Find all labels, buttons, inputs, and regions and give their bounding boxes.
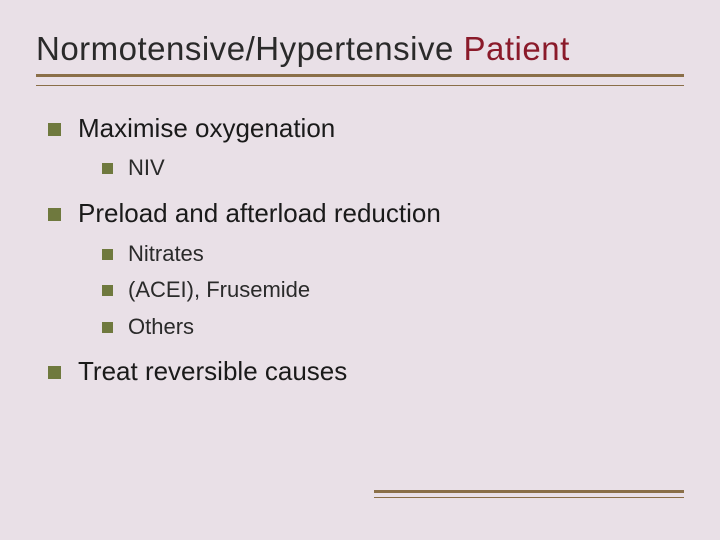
list-item: Treat reversible causes: [42, 355, 684, 388]
sub-list: Nitrates (ACEI), Frusemide Others: [98, 240, 684, 342]
list-item-label: Treat reversible causes: [78, 356, 347, 386]
title-main: Normotensive/Hypertensive: [36, 30, 454, 67]
slide: Normotensive/Hypertensive Patient Maximi…: [0, 0, 720, 540]
slide-title: Normotensive/Hypertensive Patient: [36, 30, 684, 68]
sub-list-item-label: Others: [128, 314, 194, 339]
sub-list-item-label: Nitrates: [128, 241, 204, 266]
list-item: Preload and afterload reduction Nitrates…: [42, 197, 684, 341]
list-item: Maximise oxygenation NIV: [42, 112, 684, 183]
list-item-label: Maximise oxygenation: [78, 113, 335, 143]
bullet-list: Maximise oxygenation NIV Preload and aft…: [42, 112, 684, 388]
sub-list-item: NIV: [98, 154, 684, 183]
footer-rule-thin: [374, 497, 684, 498]
sub-list-item: (ACEI), Frusemide: [98, 276, 684, 305]
sub-list-item: Others: [98, 313, 684, 342]
title-rule-thick: [36, 74, 684, 77]
sub-list-item: Nitrates: [98, 240, 684, 269]
footer-rule: [374, 490, 684, 498]
title-accent: Patient: [464, 30, 570, 67]
sub-list-item-label: (ACEI), Frusemide: [128, 277, 310, 302]
sub-list-item-label: NIV: [128, 155, 165, 180]
title-rule-thin: [36, 85, 684, 86]
footer-rule-thick: [374, 490, 684, 493]
list-item-label: Preload and afterload reduction: [78, 198, 441, 228]
sub-list: NIV: [98, 154, 684, 183]
